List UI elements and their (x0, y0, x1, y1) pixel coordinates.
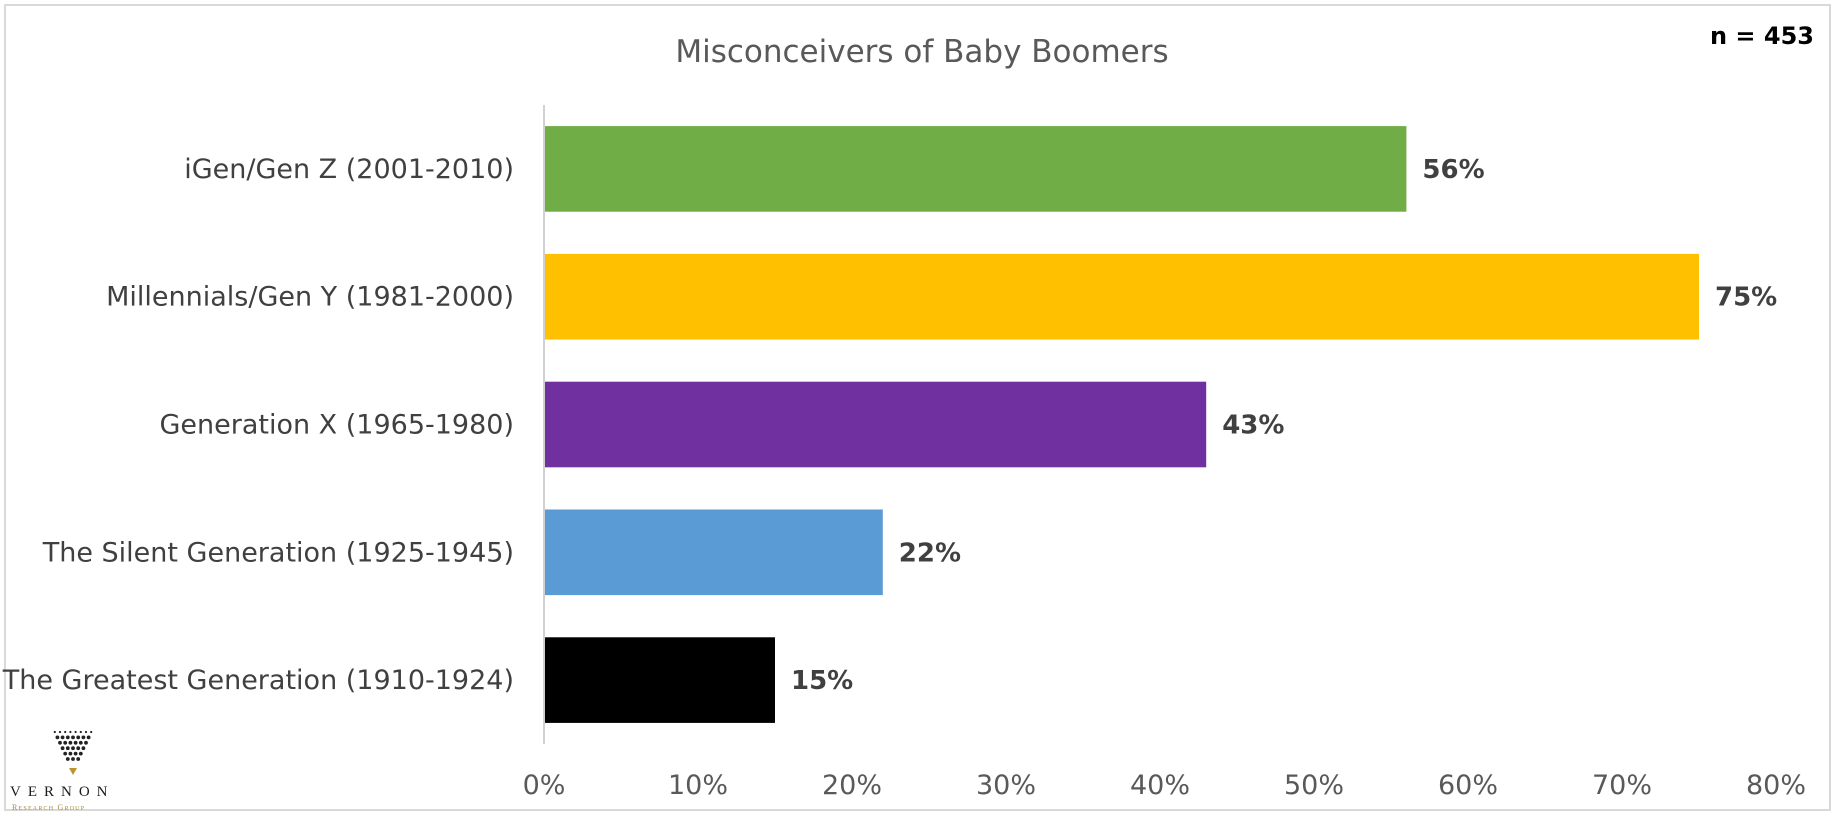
logo-brand-name: VERNON (10, 784, 115, 800)
logo-triangle-icon (53, 730, 93, 775)
x-tick-label: 30% (976, 770, 1036, 801)
x-tick-label: 10% (668, 770, 728, 801)
data-labels: 56% 75% 43% 22% 15% (791, 155, 1777, 696)
category-labels: iGen/Gen Z (2001-2010) Millennials/Gen Y … (2, 154, 514, 696)
sample-size-label: n = 453 (1710, 22, 1814, 50)
data-label: 22% (899, 538, 961, 568)
x-tick-label: 60% (1438, 770, 1498, 801)
bar-1 (545, 126, 1407, 212)
bar-3 (545, 381, 1207, 468)
data-label: 15% (791, 666, 853, 696)
x-tick-label: 50% (1284, 770, 1344, 801)
x-tick-labels: 0% 10% 20% 30% 40% 50% 60% 70% 80% (523, 770, 1806, 801)
category-label: Generation X (1965-1980) (159, 410, 514, 441)
bar-2 (545, 253, 1699, 340)
x-tick-label: 20% (822, 770, 882, 801)
chart-frame (4, 4, 1831, 811)
category-label: Millennials/Gen Y (1981-2000) (106, 282, 514, 313)
bar-5 (545, 637, 775, 723)
data-label: 75% (1715, 283, 1777, 313)
bar-4 (545, 509, 883, 596)
x-tick-label: 0% (523, 770, 566, 801)
chart-title: Misconceivers of Baby Boomers (675, 34, 1168, 70)
x-tick-label: 80% (1746, 770, 1806, 801)
data-label: 43% (1222, 411, 1284, 441)
x-tick-label: 40% (1130, 770, 1190, 801)
data-label: 56% (1422, 155, 1484, 185)
category-label: iGen/Gen Z (2001-2010) (184, 154, 514, 185)
x-tick-label: 70% (1592, 770, 1652, 801)
vernon-logo: VERNON Research Group (10, 718, 135, 813)
logo-subtitle: Research Group (12, 803, 86, 812)
category-label: The Greatest Generation (1910-1924) (2, 665, 514, 696)
category-label: The Silent Generation (1925-1945) (42, 537, 514, 568)
bars-group (545, 126, 1699, 723)
